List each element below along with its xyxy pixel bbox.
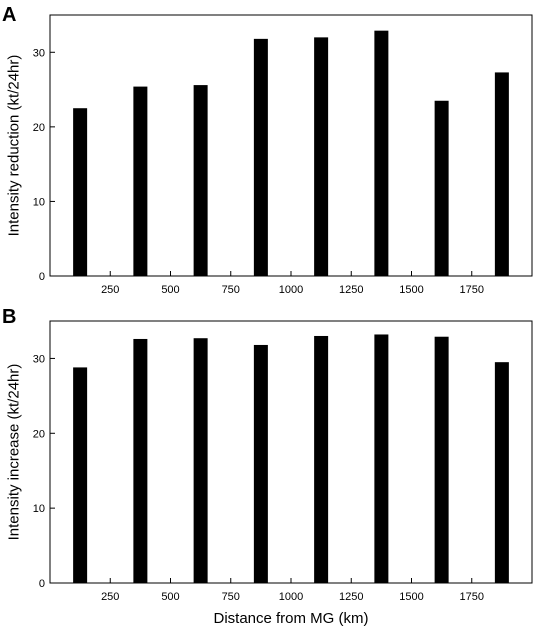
panel-a-y-tick-label-20: 20 <box>33 122 45 134</box>
panel-a-x-tick-label-1750: 1750 <box>460 284 484 296</box>
panel-a: A 250 500 750 1000 1250 1500 1750 0 10 20 30 Inte… <box>2 4 533 296</box>
panel-a-bar-625 <box>193 85 208 277</box>
panel-b-x-tick-label-1750: 1750 <box>460 591 484 603</box>
panel-b-bar-1875 <box>494 362 509 583</box>
panel-a-x-tick-label-1500: 1500 <box>399 284 423 296</box>
panel-b-x-tick-label-1500: 1500 <box>399 591 423 603</box>
panel-a-y-axis-label: Intensity reduction (kt/24hr) <box>5 55 22 237</box>
panel-b-x-ticks: 250 500 750 1000 1250 1500 1750 <box>101 578 484 603</box>
panel-b-bar-125 <box>73 367 88 583</box>
panel-a-bar-1625 <box>434 100 449 276</box>
panel-a-y-tick-label-30: 30 <box>33 47 45 59</box>
panel-b-x-axis-label: Distance from MG (km) <box>213 610 368 627</box>
panel-a-bar-1125 <box>314 37 329 276</box>
panel-b-y-tick-label-30: 30 <box>33 353 45 365</box>
panel-a-bar-1875 <box>494 72 509 276</box>
panel-a-y-tick-label-0: 0 <box>39 271 45 283</box>
panel-b-plot-frame <box>49 320 533 584</box>
panel-b-bar-875 <box>253 344 268 583</box>
panel-b-y-tick-label-20: 20 <box>33 428 45 440</box>
panel-a-bar-125 <box>73 108 88 276</box>
panel-a-bar-875 <box>253 38 268 277</box>
panel-b-x-tick-label-1000: 1000 <box>279 591 303 603</box>
panel-a-plot-frame <box>49 14 533 277</box>
panel-b-y-tick-label-10: 10 <box>33 503 45 515</box>
panel-a-x-tick-label-500: 500 <box>161 284 179 296</box>
panel-a-bars <box>73 30 509 277</box>
panel-a-y-tick-label-10: 10 <box>33 196 45 208</box>
panel-b: B 250 500 750 1000 1250 1500 1750 0 10 20 30 Inte… <box>2 306 533 627</box>
panel-b-bar-1625 <box>434 336 449 583</box>
panel-a-x-tick-label-1250: 1250 <box>339 284 363 296</box>
panel-b-y-ticks: 0 10 20 30 <box>33 353 55 590</box>
panel-b-letter: B <box>2 306 16 328</box>
panel-a-bar-375 <box>133 86 148 277</box>
panel-a-x-tick-label-750: 750 <box>222 284 240 296</box>
panel-b-y-axis-label: Intensity increase (kt/24hr) <box>5 364 22 541</box>
panel-b-bar-1125 <box>314 335 329 583</box>
panel-b-x-tick-label-250: 250 <box>101 591 119 603</box>
panel-a-x-tick-label-250: 250 <box>101 284 119 296</box>
panel-b-x-tick-label-750: 750 <box>222 591 240 603</box>
panel-b-x-tick-label-1250: 1250 <box>339 591 363 603</box>
panel-a-bar-1375 <box>374 30 389 276</box>
panel-b-bar-625 <box>193 338 208 583</box>
panel-b-x-tick-label-500: 500 <box>161 591 179 603</box>
panel-b-bar-1375 <box>374 334 389 583</box>
panel-b-bars <box>73 334 509 583</box>
panel-a-x-tick-label-1000: 1000 <box>279 284 303 296</box>
panel-b-y-tick-label-0: 0 <box>39 578 45 590</box>
panel-b-bar-375 <box>133 338 148 583</box>
panel-a-y-ticks: 0 10 20 30 <box>33 47 55 283</box>
panel-a-letter: A <box>2 4 16 26</box>
panel-a-x-ticks: 250 500 750 1000 1250 1500 1750 <box>101 271 484 296</box>
